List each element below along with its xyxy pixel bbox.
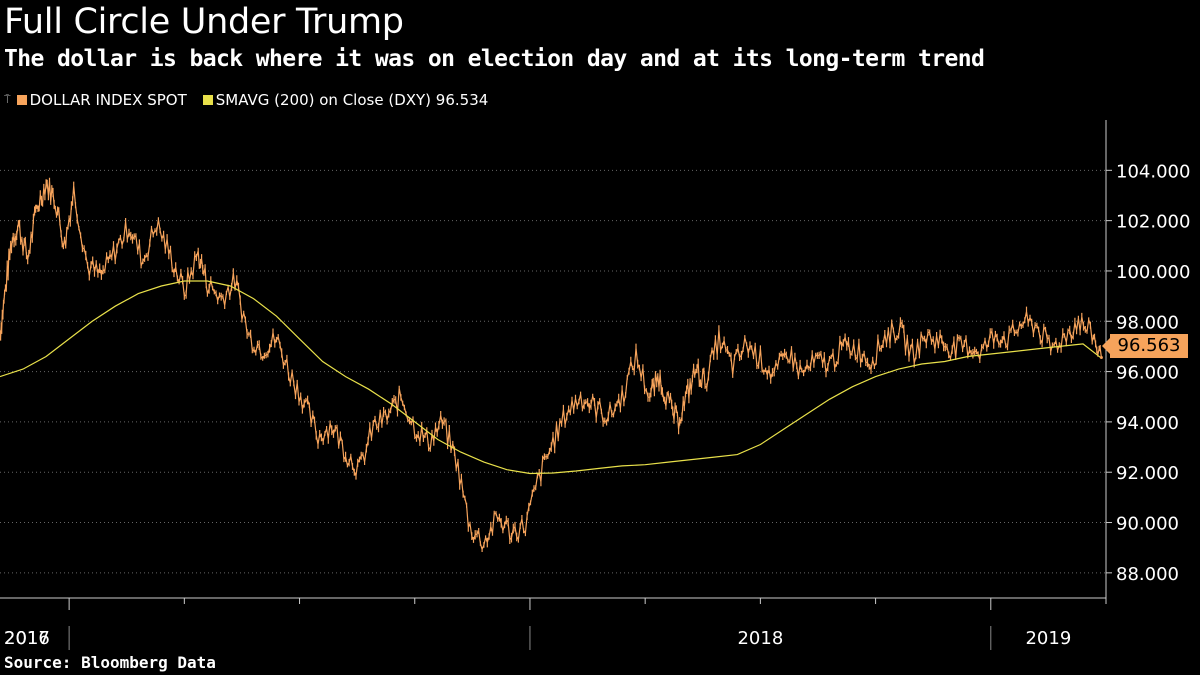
x-tick-label: 2018 [737,628,783,649]
series-line-dollar-index [0,177,1102,552]
y-tick-label: 104.000 [1116,161,1190,182]
chart-title: Full Circle Under Trump [4,2,404,42]
y-tick-label: 94.000 [1116,413,1179,434]
chart-subtitle: The dollar is back where it was on elect… [4,46,985,72]
legend-swatch-price [16,95,27,105]
legend-item-dollar-index[interactable]: DOLLAR INDEX SPOT [16,91,187,109]
axes [0,120,1112,650]
legend-label-smavg: SMAVG (200) on Close (DXY) 96.534 [215,91,489,109]
pin-icon[interactable]: ⍑ [4,93,11,106]
y-tick-labels: 88.000 90.000 92.000 94.000 96.000 98.000 100.… [1116,161,1190,585]
x-tick-label: 2019 [1025,628,1071,649]
legend-swatch-sma [202,95,213,105]
series-endpoint [1099,355,1103,359]
y-tick-label: 92.000 [1116,463,1179,484]
legend-item-smavg[interactable]: SMAVG (200) on Close (DXY) 96.534 [202,91,489,109]
gridlines [0,169,1106,574]
y-tick-label: 100.000 [1116,262,1190,283]
y-tick-label: 88.000 [1116,564,1179,585]
legend-label-dollar-index: DOLLAR INDEX SPOT [29,91,187,109]
y-tick-label: 90.000 [1116,514,1179,535]
x-tick-label: 2016 [4,628,50,649]
legend: ⍑ DOLLAR INDEX SPOT SMAVG (200) on Close… [4,91,498,109]
y-tick-label: 98.000 [1116,312,1179,333]
source-note: Source: Bloomberg Data [4,653,216,672]
y-tick-label: 96.000 [1116,363,1179,384]
x-tick-label: 2017 [4,628,50,649]
series-group [0,177,1103,552]
series-line-smavg [0,280,1102,475]
last-value-badge: 96.563 [1102,334,1188,358]
y-tick-label: 102.000 [1116,212,1190,233]
